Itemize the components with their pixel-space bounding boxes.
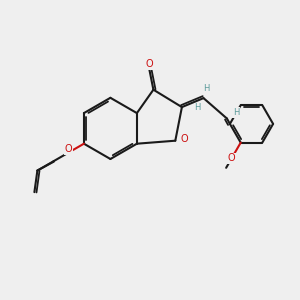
Text: O: O [145, 59, 153, 69]
Text: O: O [227, 153, 235, 164]
Text: H: H [194, 103, 201, 112]
Text: H: H [203, 84, 210, 93]
Text: H: H [233, 108, 239, 117]
Text: O: O [181, 134, 188, 144]
Text: O: O [64, 144, 72, 154]
